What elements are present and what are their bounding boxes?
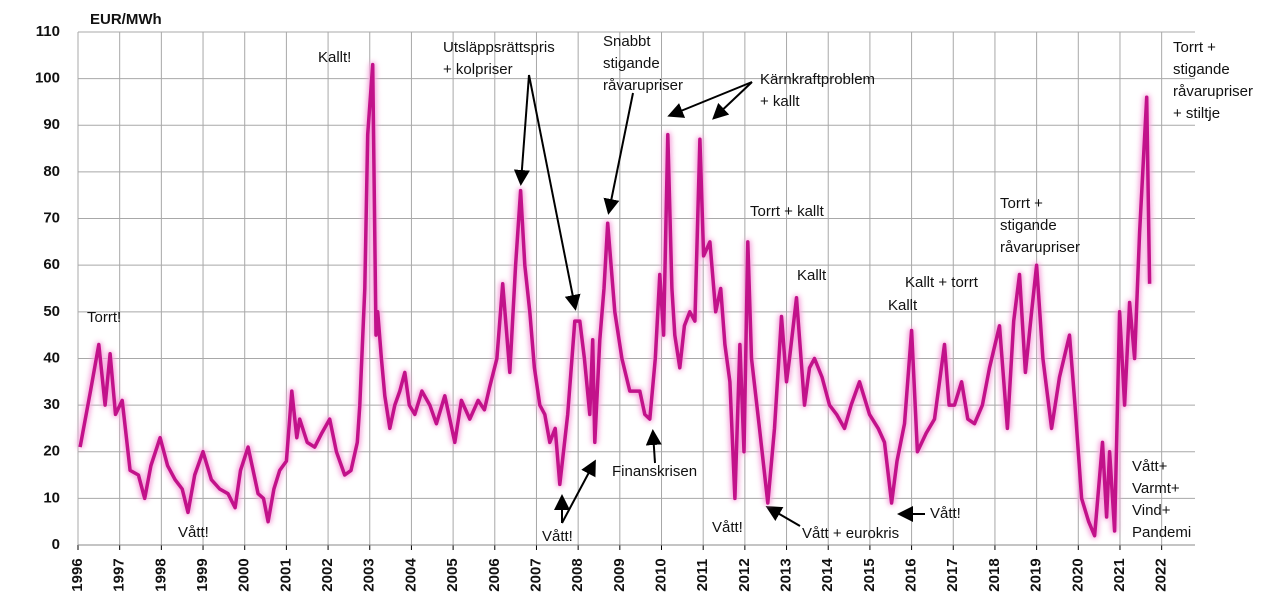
x-tick-label: 2007	[527, 558, 544, 591]
annotation: Kallt!	[318, 49, 351, 66]
x-tick-label: 2020	[1069, 558, 1086, 591]
y-tick-label: 40	[43, 349, 60, 366]
x-tick-label: 2018	[986, 558, 1003, 591]
y-tick-label: 10	[43, 489, 60, 506]
annotation: stigande	[1173, 61, 1230, 78]
annotation: Vått!	[712, 519, 743, 536]
x-tick-label: 2001	[277, 558, 294, 591]
annotation: Vått + eurokris	[802, 525, 899, 542]
annotation: Torrt!	[87, 309, 121, 326]
y-tick-label: 20	[43, 443, 60, 460]
y-tick-label: 100	[35, 70, 60, 87]
x-tick-label: 2017	[944, 558, 961, 591]
y-tick-label: 80	[43, 163, 60, 180]
annotation: Kallt	[888, 297, 918, 314]
x-tick-label: 1998	[152, 558, 169, 591]
annotation: råvarupriser	[1173, 83, 1253, 100]
annotation: Vått!	[930, 505, 961, 522]
x-tick-label: 2021	[1111, 558, 1128, 591]
y-tick-label: 50	[43, 303, 60, 320]
x-tick-label: 2005	[444, 558, 461, 591]
annotation: Torrt +	[1173, 39, 1216, 56]
y-tick-label: 0	[52, 536, 60, 553]
y-tick-label: 30	[43, 396, 60, 413]
annotation: Kallt	[797, 267, 827, 284]
x-tick-label: 2010	[652, 558, 669, 591]
annotation: + kolpriser	[443, 61, 513, 78]
x-tick-label: 1999	[194, 558, 211, 591]
x-tick-label: 2008	[569, 558, 586, 591]
annotation: Utsläppsrättspris	[443, 39, 555, 56]
x-tick-label: 2016	[903, 558, 920, 591]
x-tick-label: 2009	[611, 558, 628, 591]
annotation: Finanskrisen	[612, 463, 697, 480]
x-tick-label: 1996	[69, 558, 86, 591]
annotation: råvarupriser	[1000, 239, 1080, 256]
grid	[77, 31, 1195, 546]
annotation: + kallt	[760, 93, 800, 110]
x-tick-label: 2012	[736, 558, 753, 591]
y-axis-label: EUR/MWh	[90, 11, 162, 28]
annotation: stigande	[603, 55, 660, 72]
x-tick-label: 2022	[1153, 558, 1170, 591]
arrows	[513, 74, 925, 527]
annotation: Vått!	[542, 528, 573, 545]
annotation: Varmt+	[1132, 480, 1180, 497]
annotation: Kallt + torrt	[905, 274, 979, 291]
annotation: Vått!	[178, 524, 209, 541]
y-tick-label: 90	[43, 116, 60, 133]
x-tick-label: 1997	[111, 558, 128, 591]
annotation: Torrt + kallt	[750, 203, 825, 220]
x-tick-label: 2002	[319, 558, 336, 591]
x-tick-label: 2019	[1028, 558, 1045, 591]
x-tick-label: 2006	[486, 558, 503, 591]
annotation: råvarupriser	[603, 77, 683, 94]
x-tick-label: 2011	[694, 559, 711, 592]
annotation: Snabbt	[603, 33, 651, 50]
y-tick-label: 60	[43, 256, 60, 273]
x-tick-label: 2014	[819, 558, 836, 592]
annotation: Torrt +	[1000, 195, 1043, 212]
annotation: Pandemi	[1132, 524, 1191, 541]
y-tick-label: 110	[36, 23, 60, 40]
x-tick-label: 2004	[402, 558, 419, 592]
annotation: + stiltje	[1173, 105, 1220, 122]
annotation: Vått+	[1132, 458, 1168, 475]
x-tick-label: 2000	[236, 558, 253, 591]
annotation: Kärnkraftproblem	[760, 71, 875, 88]
x-tick-label: 2003	[361, 558, 378, 591]
annotation: Vind+	[1132, 502, 1171, 519]
annotation: stigande	[1000, 217, 1057, 234]
line-series	[78, 62, 1152, 538]
x-tick-label: 2013	[778, 558, 795, 591]
x-tick-label: 2015	[861, 558, 878, 591]
y-tick-label: 70	[43, 210, 60, 227]
